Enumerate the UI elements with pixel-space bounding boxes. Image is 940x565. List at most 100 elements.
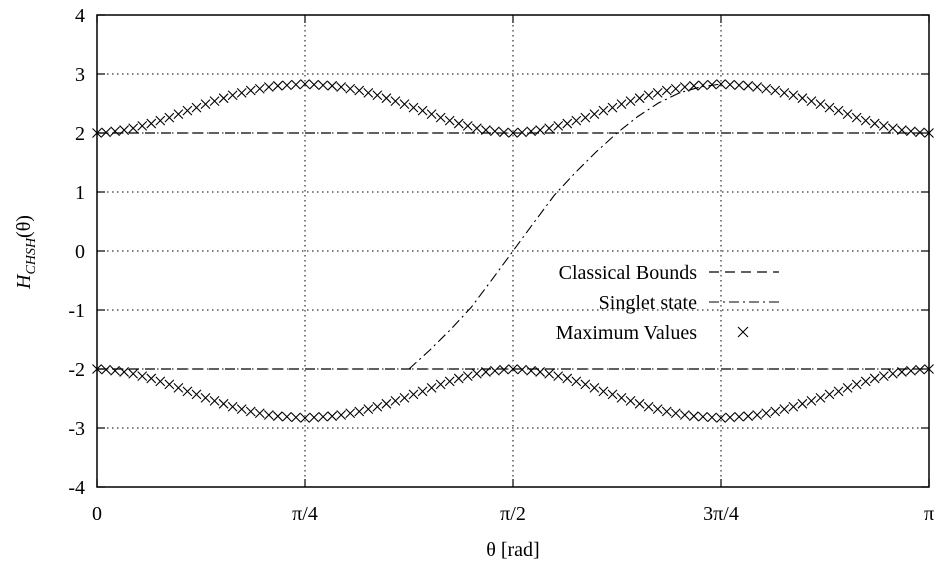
- max-value-marker-upper: [535, 125, 546, 135]
- y-tick-label: -2: [68, 359, 85, 381]
- max-value-marker-lower: [815, 393, 826, 403]
- y-tick-label: -4: [68, 477, 85, 499]
- max-value-marker-upper: [444, 115, 455, 126]
- max-value-marker-upper: [155, 115, 166, 126]
- y-tick-label: 0: [75, 241, 85, 263]
- max-value-marker-lower: [453, 373, 464, 384]
- max-value-marker-upper: [236, 87, 247, 98]
- max-value-marker-lower: [345, 408, 356, 419]
- max-value-marker-upper: [282, 80, 292, 91]
- max-value-marker-lower: [616, 393, 627, 403]
- max-value-marker-lower: [471, 368, 482, 379]
- max-value-marker-lower: [580, 379, 591, 390]
- y-tick-label: -1: [68, 300, 85, 322]
- max-value-marker-upper: [571, 115, 582, 126]
- max-value-marker-upper: [788, 90, 799, 101]
- max-value-marker-upper: [345, 83, 356, 94]
- max-value-marker-lower: [110, 365, 120, 376]
- y-tick-label: 3: [75, 64, 85, 86]
- max-value-marker-upper: [580, 112, 591, 123]
- max-value-marker-upper: [815, 99, 826, 109]
- max-value-marker-lower: [462, 371, 473, 381]
- max-value-marker-lower: [770, 406, 781, 417]
- max-value-marker-lower: [806, 395, 817, 406]
- max-value-marker-lower: [155, 376, 166, 387]
- max-value-marker-upper: [263, 82, 274, 92]
- max-value-marker-lower: [670, 408, 681, 419]
- max-value-marker-lower: [408, 389, 419, 400]
- max-value-marker-upper: [833, 105, 844, 116]
- max-value-marker-lower: [354, 406, 365, 417]
- y-tick-label: -3: [68, 418, 85, 440]
- max-value-marker-lower: [571, 376, 582, 387]
- max-value-marker-lower: [526, 365, 536, 376]
- max-value-marker-lower: [562, 373, 573, 384]
- max-value-marker-upper: [390, 96, 401, 107]
- max-value-marker-lower: [652, 404, 663, 415]
- max-value-marker-lower: [381, 398, 392, 409]
- max-value-marker-lower: [399, 393, 410, 403]
- max-value-marker-upper: [164, 112, 175, 123]
- max-value-marker-upper: [101, 127, 111, 138]
- max-value-marker-lower: [254, 408, 265, 419]
- max-value-marker-upper: [417, 105, 428, 116]
- max-value-marker-upper: [146, 118, 157, 129]
- max-value-marker-upper: [372, 90, 383, 101]
- max-value-marker-lower: [661, 406, 672, 417]
- max-value-marker-upper: [327, 80, 338, 91]
- max-value-marker-upper: [779, 87, 790, 98]
- max-value-marker-lower: [173, 382, 184, 393]
- max-value-marker-lower: [688, 411, 699, 422]
- max-value-marker-upper: [915, 127, 925, 138]
- max-value-marker-lower: [444, 376, 455, 387]
- max-value-marker-lower: [752, 410, 763, 420]
- max-value-marker-lower: [236, 404, 247, 415]
- max-value-marker-upper: [734, 80, 744, 91]
- max-value-marker-upper: [336, 82, 347, 92]
- max-value-marker-lower: [915, 364, 925, 375]
- max-value-marker-lower: [734, 411, 744, 422]
- max-value-marker-lower: [878, 371, 889, 381]
- max-value-marker-upper: [272, 80, 283, 91]
- max-value-marker-upper: [869, 118, 880, 129]
- max-value-marker-lower: [625, 395, 636, 406]
- max-value-marker-upper: [399, 99, 410, 109]
- max-value-marker-lower: [508, 364, 518, 374]
- max-value-marker-upper: [110, 126, 120, 137]
- max-value-marker-lower: [842, 382, 853, 393]
- max-value-marker-lower: [137, 371, 148, 381]
- max-value-marker-upper: [851, 112, 862, 123]
- max-value-marker-upper: [625, 96, 636, 107]
- max-value-marker-upper: [770, 85, 781, 96]
- max-value-marker-upper: [291, 79, 301, 90]
- tick-layer: [96, 14, 930, 488]
- max-value-marker-lower: [824, 389, 835, 400]
- max-value-marker-lower: [887, 368, 898, 379]
- max-value-marker-upper: [661, 85, 672, 96]
- max-value-marker-upper: [471, 123, 482, 134]
- max-value-marker-upper: [173, 109, 184, 120]
- max-value-marker-lower: [788, 401, 799, 412]
- max-value-marker-lower: [128, 368, 139, 379]
- max-value-marker-lower: [209, 395, 220, 406]
- legend-label-maximum-values: Maximum Values: [556, 322, 698, 344]
- max-value-marker-lower: [291, 412, 301, 423]
- legend-label-classical-bounds: Classical Bounds: [559, 262, 698, 284]
- y-axis-label-arg: (θ): [13, 215, 35, 238]
- max-value-marker-upper: [634, 93, 645, 104]
- max-value-marker-upper: [490, 126, 500, 137]
- max-value-marker-lower: [119, 367, 130, 377]
- x-tick-label: π/2: [500, 503, 526, 525]
- max-value-marker-lower: [300, 413, 310, 423]
- max-value-marker-upper: [878, 121, 889, 131]
- max-value-marker-upper: [553, 121, 564, 131]
- max-value-marker-upper: [707, 79, 717, 90]
- max-value-marker-upper: [200, 99, 211, 109]
- max-value-marker-lower: [643, 401, 654, 412]
- max-value-marker-lower: [544, 368, 555, 379]
- max-value-marker-upper: [182, 105, 193, 116]
- max-value-marker-upper: [526, 126, 536, 137]
- max-value-marker-upper: [309, 79, 319, 90]
- max-value-marker-lower: [417, 386, 428, 397]
